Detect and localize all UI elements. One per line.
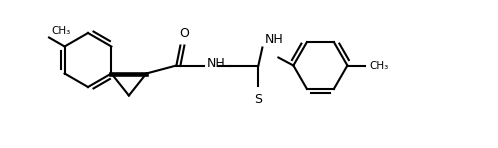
Text: CH₃: CH₃ (51, 25, 70, 36)
Text: NH: NH (264, 33, 283, 45)
Text: O: O (179, 26, 189, 40)
Text: NH: NH (206, 57, 225, 70)
Text: CH₃: CH₃ (370, 61, 388, 70)
Text: S: S (254, 92, 262, 106)
